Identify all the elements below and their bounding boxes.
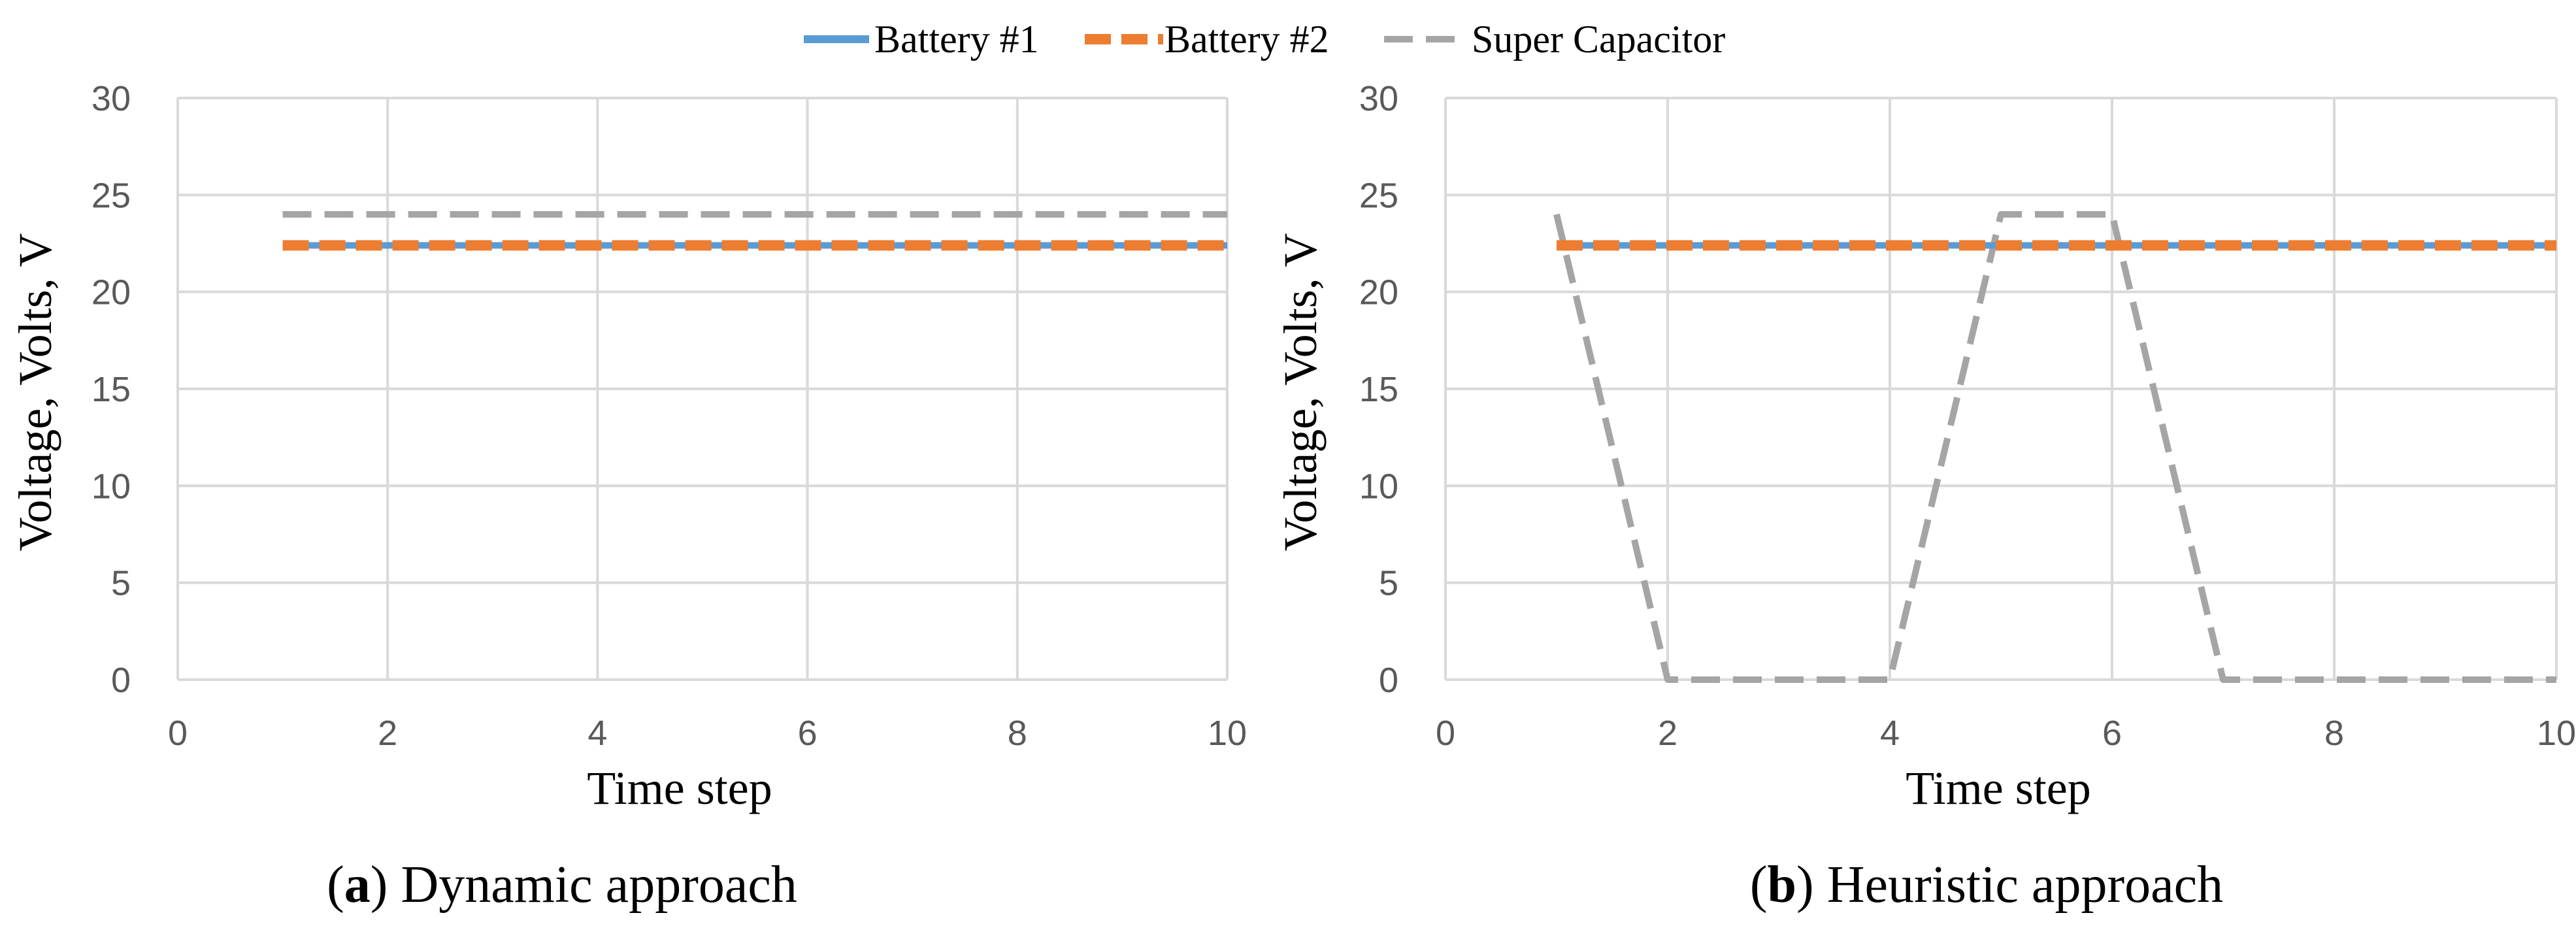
legend-entry-super-capacitor: Super Capacitor — [1384, 18, 1725, 61]
y-tick-label-b-30: 30 — [1359, 79, 1398, 118]
legend-entry-battery-1: Battery #1 — [804, 18, 1039, 61]
x-tick-label-a-4: 4 — [587, 714, 607, 753]
series-b — [1553, 211, 2556, 683]
y-tick-label-a-30: 30 — [91, 79, 131, 118]
legend: Battery #1 Battery #2 Super Capacitor — [804, 18, 1725, 61]
caption-letter-b: b — [1768, 856, 1797, 914]
y-tick-label-b-10: 10 — [1359, 467, 1398, 506]
x-axis-title-b: Time step — [1906, 762, 2090, 814]
x-tick-label-b-0: 0 — [1436, 714, 1455, 753]
x-tick-label-a-10: 10 — [1208, 714, 1247, 753]
caption-letter-a: a — [344, 856, 371, 914]
y-tick-labels-a: 0 5 10 15 20 25 30 — [91, 79, 131, 700]
y-tick-label-a-25: 25 — [91, 176, 131, 215]
x-tick-label-b-6: 6 — [2102, 714, 2122, 753]
gridlines-a — [176, 97, 1229, 681]
x-tick-labels-a: 0 2 4 6 8 10 — [168, 714, 1247, 753]
y-tick-label-b-0: 0 — [1379, 661, 1398, 700]
x-tick-label-a-6: 6 — [798, 714, 817, 753]
y-tick-label-a-20: 20 — [91, 273, 131, 312]
legend-entry-battery-2: Battery #2 — [1085, 18, 1329, 61]
x-tick-labels-b: 0 2 4 6 8 10 — [1436, 714, 2576, 753]
y-tick-label-a-15: 15 — [91, 370, 131, 409]
y-tick-label-b-15: 15 — [1359, 370, 1398, 409]
x-tick-label-b-10: 10 — [2537, 714, 2576, 753]
caption-text-b: Heuristic approach — [1827, 856, 2223, 914]
x-tick-label-b-2: 2 — [1658, 714, 1677, 753]
x-tick-label-a-8: 8 — [1008, 714, 1027, 753]
y-tick-label-a-0: 0 — [111, 661, 131, 700]
gridlines-b — [1444, 97, 2558, 681]
caption-a: (a) Dynamic approach — [327, 856, 797, 914]
y-tick-labels-b: 0 5 10 15 20 25 30 — [1359, 79, 1398, 700]
y-axis-title-a: Voltage, Volts, V — [9, 233, 61, 552]
series-line-b-super-capacitor — [1553, 211, 2556, 683]
chart-heuristic-approach: 0 2 4 6 8 10 0 5 10 15 20 25 30 Time step Voltage, … — [1274, 79, 2576, 914]
caption-b: (b) Heuristic approach — [1750, 856, 2223, 914]
y-tick-label-a-5: 5 — [111, 564, 131, 603]
x-tick-label-a-0: 0 — [168, 714, 188, 753]
x-tick-label-a-2: 2 — [378, 714, 397, 753]
x-tick-label-b-8: 8 — [2324, 714, 2344, 753]
y-tick-label-a-10: 10 — [91, 467, 131, 506]
x-axis-title-a: Time step — [587, 762, 772, 814]
caption-text-a: Dynamic approach — [401, 856, 797, 914]
y-axis-title-b: Voltage, Volts, V — [1274, 233, 1327, 552]
series-a — [282, 211, 1227, 251]
y-tick-label-b-20: 20 — [1359, 273, 1398, 312]
y-tick-label-b-5: 5 — [1379, 564, 1398, 603]
y-tick-label-b-25: 25 — [1359, 176, 1398, 215]
x-tick-label-b-4: 4 — [1880, 714, 1900, 753]
legend-label-battery-2: Battery #2 — [1164, 18, 1329, 61]
legend-label-battery-1: Battery #1 — [874, 18, 1039, 61]
chart-dynamic-approach: 0 2 4 6 8 10 0 5 10 15 20 25 30 Time step Voltage, … — [9, 79, 1247, 914]
legend-label-super-capacitor: Super Capacitor — [1472, 18, 1725, 61]
